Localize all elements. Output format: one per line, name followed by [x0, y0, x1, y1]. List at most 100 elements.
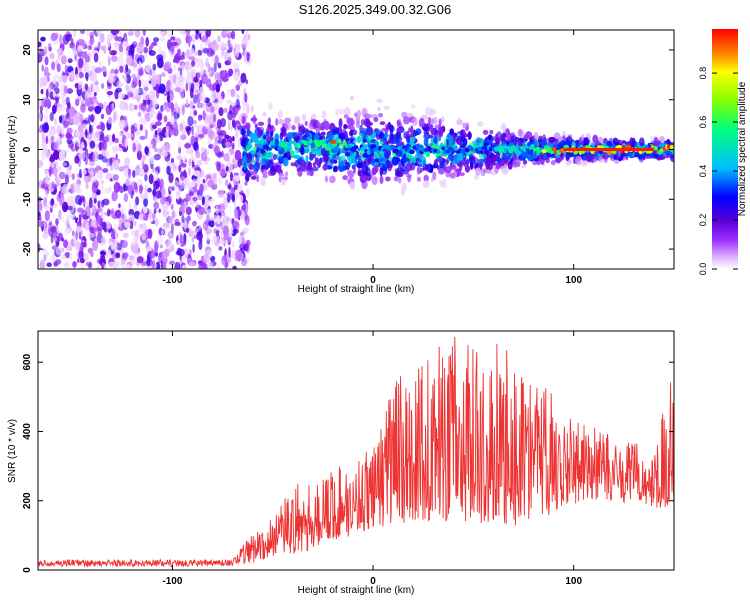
- spectrogram-cell: [320, 131, 326, 136]
- spectrogram-cell: [413, 130, 420, 136]
- spectrogram-cell: [304, 120, 308, 126]
- spectrogram-cell: [195, 202, 200, 208]
- spectrogram-cell: [51, 104, 57, 115]
- spectrogram-cell: [150, 43, 154, 50]
- spectrogram-cell: [45, 152, 50, 159]
- spectrogram-cell: [350, 129, 354, 138]
- spectrogram-cell: [40, 36, 46, 42]
- spectrogram-cell: [69, 183, 75, 195]
- spectrogram-cell: [46, 262, 52, 268]
- spectrogram-cell: [218, 78, 222, 85]
- spectrogram-cell: [96, 264, 100, 269]
- spectrogram-cell: [504, 155, 510, 161]
- spectrogram-cell: [155, 74, 161, 85]
- spectrogram-cell: [192, 141, 199, 151]
- spectrogram-cell: [68, 113, 74, 124]
- spectrogram-cell: [92, 95, 97, 100]
- spectrogram-cell: [197, 195, 203, 201]
- spectrogram-cell: [422, 180, 430, 189]
- spectrogram-ridge-cell: [342, 140, 347, 146]
- spectrogram-cell: [398, 177, 402, 184]
- spectrogram-cell: [109, 50, 117, 56]
- y-tick-label: 200: [22, 492, 33, 509]
- spectrogram-cell: [227, 194, 231, 203]
- spectrogram-cell: [414, 162, 419, 167]
- spectrogram-cell: [241, 172, 245, 177]
- figure-title: S126.2025.349.00.32.G06: [299, 2, 452, 17]
- spectrogram-cell: [101, 236, 106, 244]
- spectrogram-cell: [166, 31, 172, 36]
- spectrogram-cell: [245, 137, 249, 143]
- spectrogram-cell: [153, 170, 159, 181]
- spectrogram-cell: [347, 124, 351, 130]
- spectrogram-cell: [115, 231, 118, 239]
- spectrogram-cell: [379, 175, 384, 184]
- spectrogram-cell: [72, 49, 78, 56]
- spectrogram-cell: [162, 208, 168, 218]
- x-tick-label: -100: [162, 576, 182, 587]
- spectrogram-cell: [288, 155, 291, 161]
- spectrogram-cell: [96, 125, 102, 130]
- spectrogram-cell: [128, 103, 135, 112]
- spectrogram-cell: [135, 196, 140, 206]
- spectrogram-cell: [194, 89, 201, 94]
- spectrogram-cell: [88, 161, 96, 167]
- spectrogram-cell: [154, 245, 158, 254]
- spectrogram-cell: [438, 168, 445, 175]
- spectrogram-cell: [525, 131, 533, 139]
- spectrogram-ridge-cell: [484, 149, 490, 155]
- spectrogram-ridge-cell: [551, 147, 557, 152]
- spectrogram-cell: [45, 176, 50, 185]
- spectrogram-cell: [217, 151, 223, 159]
- spectrogram-cell: [235, 47, 239, 58]
- spectrogram-cell: [107, 208, 111, 217]
- spectrogram-cell: [92, 150, 99, 162]
- spectrogram-cell: [155, 190, 162, 199]
- spectrogram-ridge-cell: [349, 143, 355, 147]
- spectrogram-cell: [491, 171, 496, 176]
- spectrogram-cell: [123, 193, 129, 203]
- spectrogram-cell: [64, 221, 67, 226]
- spectrogram-cell: [114, 43, 120, 49]
- spectrogram-cell: [66, 224, 71, 229]
- spectrogram-cell: [357, 168, 362, 177]
- spectrogram-cell: [475, 167, 481, 176]
- spectrogram-cell: [606, 140, 613, 148]
- spectrogram-cell: [141, 261, 148, 266]
- spectrogram-cell: [75, 130, 81, 137]
- spectrogram-cell: [245, 33, 249, 44]
- spectrogram-cell: [74, 83, 79, 89]
- spectrogram-ridge-cell: [451, 149, 455, 155]
- spectrogram-cell: [460, 129, 464, 135]
- spectrogram-cell: [144, 99, 151, 105]
- spectrogram-cell: [122, 131, 127, 136]
- spectrogram-cell: [106, 249, 112, 260]
- spectrogram-cell: [94, 84, 99, 90]
- spectrogram-cell: [56, 63, 61, 73]
- spectrogram-cell: [60, 55, 67, 65]
- spectrogram-cell: [87, 232, 95, 238]
- spectrogram-cell: [225, 216, 232, 222]
- spectrogram-cell: [181, 30, 187, 35]
- spectrogram-cell: [174, 222, 181, 226]
- spectrogram-cell: [243, 161, 247, 171]
- colorbar-tick-label: 0.8: [698, 67, 708, 80]
- spectrogram-cell: [395, 132, 402, 137]
- spectrogram-cell: [199, 236, 203, 244]
- spectrogram-cell: [443, 139, 447, 149]
- spectrogram-cell: [237, 70, 241, 77]
- spectrogram-cell: [335, 108, 339, 116]
- spectrogram-cell: [58, 74, 63, 84]
- spectrogram-cell: [185, 98, 189, 107]
- spectrogram-cell: [381, 127, 387, 132]
- spectrogram-cell: [153, 180, 160, 190]
- spectrogram-cell: [183, 177, 190, 186]
- spectrogram-cell: [218, 177, 222, 185]
- spectrogram-cell: [52, 167, 59, 176]
- spectrogram-cell: [176, 155, 183, 161]
- spectrogram-cell: [250, 117, 258, 122]
- spectrogram-cell: [108, 228, 115, 233]
- spectrogram-cell: [489, 129, 494, 135]
- spectrogram-cell: [235, 121, 240, 129]
